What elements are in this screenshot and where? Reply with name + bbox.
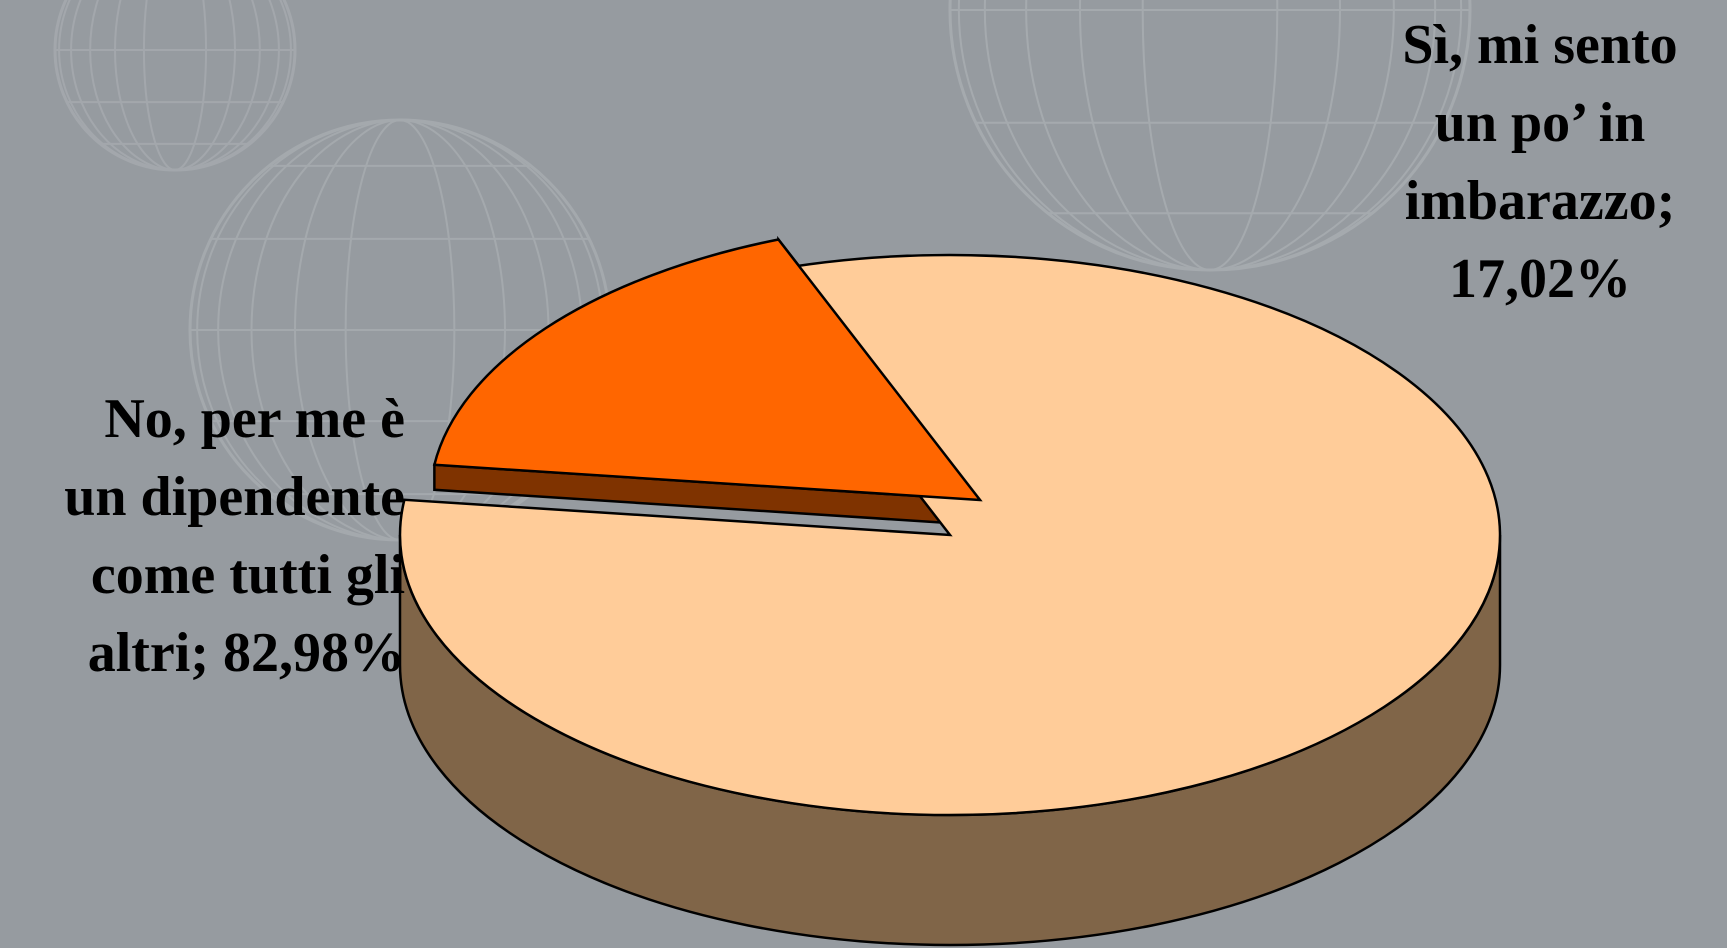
slice-label-no-line: altri; 82,98% [87, 622, 405, 684]
globe-decoration [53, 0, 297, 172]
slice-label-si-line: imbarazzo; [1404, 170, 1676, 232]
slice-top-no [398, 253, 1502, 817]
slice-label-si: Sì, mi sento un po’ in imbarazzo; 17,02% [1355, 6, 1725, 318]
slice-label-si-line: Sì, mi sento [1402, 14, 1678, 76]
slice-top-si [432, 238, 983, 502]
slice-label-si-line: un po’ in [1434, 92, 1646, 154]
slice-label-no-line: come tutti gli [90, 544, 405, 606]
slice-label-no: No, per me è un dipendente come tutti gl… [0, 380, 405, 692]
slice-label-si-line: 17,02% [1449, 248, 1631, 310]
slice-label-no-line: un dipendente [64, 466, 405, 528]
slice-label-no-line: No, per me è [104, 388, 405, 450]
globe-decoration [948, 0, 1472, 272]
pie-3d [398, 235, 1502, 947]
